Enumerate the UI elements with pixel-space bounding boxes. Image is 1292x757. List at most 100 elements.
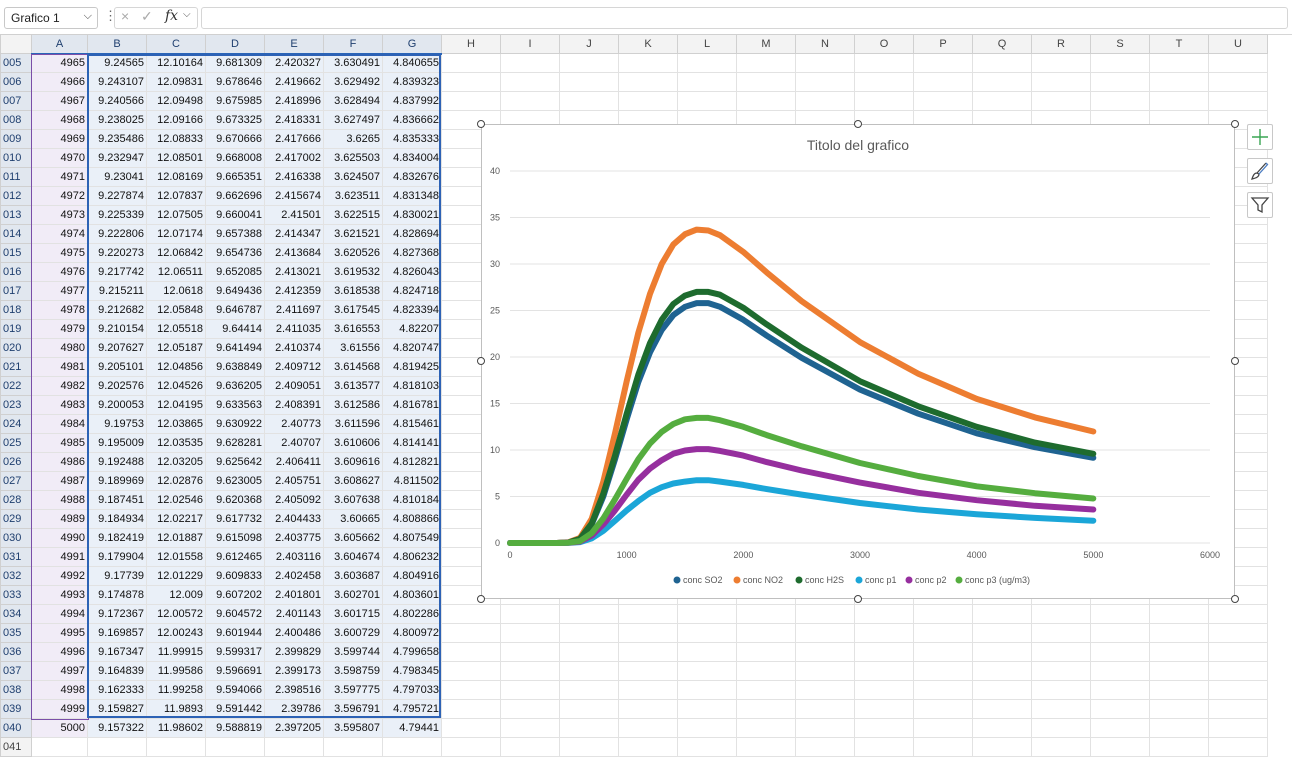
- cell-d[interactable]: 9.633563: [205, 395, 265, 415]
- cell-l[interactable]: [677, 680, 737, 700]
- cell-a[interactable]: 4999: [31, 699, 88, 719]
- cell-d[interactable]: 9.625642: [205, 452, 265, 472]
- cell-f[interactable]: 3.621521: [323, 224, 383, 244]
- row-header[interactable]: 012: [0, 186, 32, 206]
- cell-d[interactable]: 9.646787: [205, 300, 265, 320]
- cell-e[interactable]: 2.399173: [264, 661, 324, 681]
- cell-f[interactable]: 3.625503: [323, 148, 383, 168]
- cell-e[interactable]: 2.420327: [264, 53, 324, 73]
- cell-o[interactable]: [854, 642, 914, 662]
- cell-e[interactable]: 2.400486: [264, 623, 324, 643]
- cell-t[interactable]: [1149, 680, 1209, 700]
- cell-d[interactable]: 9.673325: [205, 110, 265, 130]
- cell-h[interactable]: [441, 642, 501, 662]
- column-header-u[interactable]: U: [1208, 34, 1268, 54]
- cell-p[interactable]: [913, 72, 973, 92]
- cell-j[interactable]: [559, 623, 619, 643]
- cell-c[interactable]: 12.06511: [146, 262, 206, 282]
- cell-s[interactable]: [1090, 623, 1150, 643]
- cell-g[interactable]: 4.812821: [382, 452, 442, 472]
- cell-k[interactable]: [618, 53, 678, 73]
- resize-handle-bottom[interactable]: [854, 595, 862, 603]
- cell-b[interactable]: 9.238025: [87, 110, 147, 130]
- row-header[interactable]: 036: [0, 642, 32, 662]
- row-header[interactable]: 005: [0, 53, 32, 73]
- cell-r[interactable]: [1031, 699, 1091, 719]
- row-header[interactable]: 009: [0, 129, 32, 149]
- cell-h[interactable]: [441, 699, 501, 719]
- cell-b[interactable]: 9.225339: [87, 205, 147, 225]
- column-header-p[interactable]: P: [913, 34, 973, 54]
- cell-d[interactable]: 9.615098: [205, 528, 265, 548]
- cell-g[interactable]: 4.811502: [382, 471, 442, 491]
- chevron-down-icon[interactable]: ⌵: [183, 9, 191, 20]
- cell-a[interactable]: 4967: [31, 91, 88, 111]
- cell-e[interactable]: 2.411035: [264, 319, 324, 339]
- cell-k[interactable]: [618, 91, 678, 111]
- row-header[interactable]: 007: [0, 91, 32, 111]
- cell-c[interactable]: 12.00243: [146, 623, 206, 643]
- cell-a[interactable]: 4980: [31, 338, 88, 358]
- cell-e[interactable]: 2.40773: [264, 414, 324, 434]
- cell-s[interactable]: [1090, 699, 1150, 719]
- cell-d[interactable]: 9.665351: [205, 167, 265, 187]
- cell-g[interactable]: 4.802286: [382, 604, 442, 624]
- cell-k[interactable]: [618, 737, 678, 757]
- cell-e[interactable]: 2.409712: [264, 357, 324, 377]
- column-header-s[interactable]: S: [1090, 34, 1150, 54]
- row-header[interactable]: 037: [0, 661, 32, 681]
- cell-r[interactable]: [1031, 72, 1091, 92]
- cell-b[interactable]: 9.232947: [87, 148, 147, 168]
- cell-d[interactable]: 9.628281: [205, 433, 265, 453]
- cell-f[interactable]: 3.601715: [323, 604, 383, 624]
- column-header-b[interactable]: B: [87, 34, 147, 55]
- resize-handle-top-left[interactable]: [477, 120, 485, 128]
- cell-o[interactable]: [854, 699, 914, 719]
- cell-q[interactable]: [972, 737, 1032, 757]
- cell-m[interactable]: [736, 718, 796, 738]
- cell-g[interactable]: 4.818103: [382, 376, 442, 396]
- cell-d[interactable]: 9.604572: [205, 604, 265, 624]
- cell-a[interactable]: 4984: [31, 414, 88, 434]
- cell-d[interactable]: 9.64414: [205, 319, 265, 339]
- cell-c[interactable]: 12.03865: [146, 414, 206, 434]
- column-header-d[interactable]: D: [205, 34, 265, 55]
- cell-c[interactable]: 12.05848: [146, 300, 206, 320]
- cell-g[interactable]: 4.798345: [382, 661, 442, 681]
- cell-b[interactable]: 9.167347: [87, 642, 147, 662]
- cell-c[interactable]: 12.03535: [146, 433, 206, 453]
- cell-u[interactable]: [1208, 737, 1268, 757]
- cell-h[interactable]: [441, 623, 501, 643]
- cell-b[interactable]: 9.195009: [87, 433, 147, 453]
- row-header[interactable]: 040: [0, 718, 32, 738]
- cell-q[interactable]: [972, 91, 1032, 111]
- cell-a[interactable]: 4994: [31, 604, 88, 624]
- cell-d[interactable]: 9.636205: [205, 376, 265, 396]
- cell-c[interactable]: 12.05187: [146, 338, 206, 358]
- cell-c[interactable]: 12.07174: [146, 224, 206, 244]
- cell-t[interactable]: [1149, 72, 1209, 92]
- row-header[interactable]: 025: [0, 433, 32, 453]
- cell-g[interactable]: 4.810184: [382, 490, 442, 510]
- cell-e[interactable]: 2.413684: [264, 243, 324, 263]
- cell-e[interactable]: 2.404433: [264, 509, 324, 529]
- cell-l[interactable]: [677, 642, 737, 662]
- cell-k[interactable]: [618, 604, 678, 624]
- cell-b[interactable]: 9.184934: [87, 509, 147, 529]
- cell-d[interactable]: 9.599317: [205, 642, 265, 662]
- cell-d[interactable]: 9.596691: [205, 661, 265, 681]
- row-header[interactable]: 018: [0, 300, 32, 320]
- cell-f[interactable]: 3.6265: [323, 129, 383, 149]
- cell-f[interactable]: [323, 737, 383, 757]
- cell-r[interactable]: [1031, 91, 1091, 111]
- cell-i[interactable]: [500, 72, 560, 92]
- cell-d[interactable]: 9.594066: [205, 680, 265, 700]
- cell-k[interactable]: [618, 680, 678, 700]
- cell-f[interactable]: 3.603687: [323, 566, 383, 586]
- cell-c[interactable]: 12.04856: [146, 357, 206, 377]
- cell-m[interactable]: [736, 623, 796, 643]
- cell-f[interactable]: 3.623511: [323, 186, 383, 206]
- cell-c[interactable]: 12.01558: [146, 547, 206, 567]
- row-header[interactable]: 010: [0, 148, 32, 168]
- cell-r[interactable]: [1031, 642, 1091, 662]
